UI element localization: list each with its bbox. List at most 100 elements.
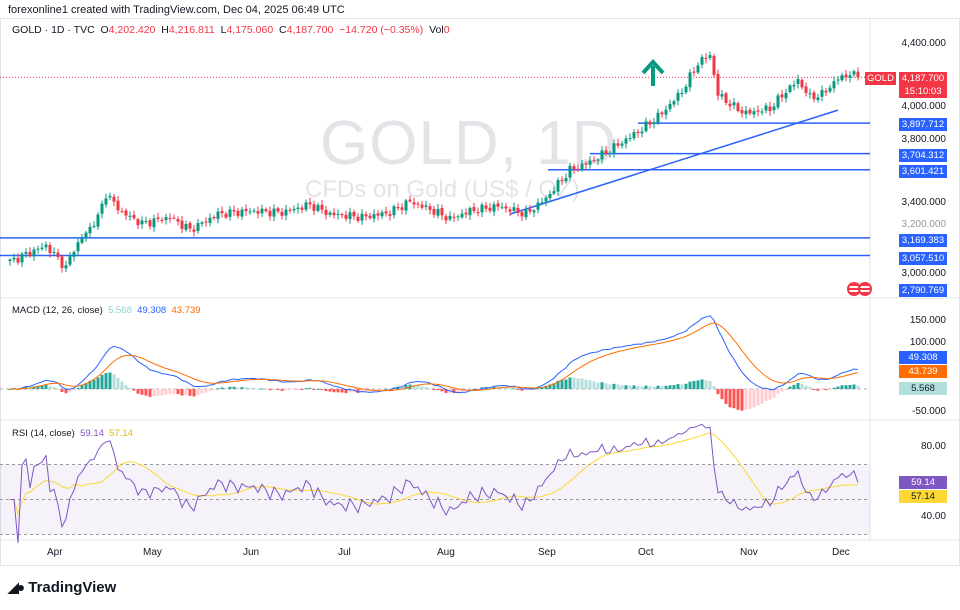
candle — [616, 143, 620, 146]
watermark-subtitle: CFDs on Gold (US$ / OZ) — [305, 176, 580, 203]
macd-histogram-bar — [820, 389, 824, 391]
candle — [152, 218, 156, 228]
level-tag[interactable]: 3,057.510 — [899, 252, 947, 265]
macd-histogram-bar — [564, 379, 568, 389]
candle — [232, 210, 236, 212]
candle — [276, 208, 280, 212]
candle — [552, 191, 556, 194]
candle — [664, 109, 668, 115]
macd-histogram-bar — [280, 389, 284, 391]
tradingview-logo-icon: ◢● — [8, 579, 25, 595]
candle — [484, 205, 488, 209]
macd-histogram-bar — [304, 388, 308, 390]
candle — [32, 249, 36, 257]
trend-line — [509, 109, 839, 215]
rsi-legend[interactable]: RSI (14, close) 59.14 57.14 — [12, 428, 133, 439]
macd-histogram-bar — [268, 389, 272, 391]
candle — [644, 121, 648, 132]
candle — [248, 211, 252, 213]
candle — [844, 74, 848, 78]
macd-histogram-bar — [232, 386, 236, 389]
candle — [416, 203, 420, 205]
macd-histogram-bar — [296, 389, 300, 390]
candle — [684, 86, 688, 93]
rsi-ma-tag: 57.14 — [899, 490, 947, 503]
macd-histogram-bar — [8, 389, 12, 390]
candle — [816, 97, 820, 101]
candle — [496, 203, 500, 207]
macd-histogram-bar — [664, 385, 668, 389]
symbol-info[interactable]: GOLD · 1D · TVC — [12, 24, 95, 36]
macd-histogram-bar — [468, 389, 472, 390]
candle — [228, 209, 232, 217]
macd-histogram-bar — [656, 385, 660, 389]
macd-histogram-bar — [264, 388, 268, 390]
macd-histogram-bar — [724, 389, 728, 404]
macd-histogram-bar — [604, 383, 608, 389]
macd-histogram-bar — [216, 388, 220, 390]
macd-histogram-bar — [728, 389, 732, 408]
candle — [168, 218, 172, 220]
candle — [712, 55, 716, 75]
macd-histogram-bar — [172, 389, 176, 394]
macd-histogram-bar — [848, 385, 852, 389]
macd-histogram-bar — [676, 384, 680, 389]
close-label: C — [279, 24, 287, 36]
candle — [396, 206, 400, 209]
price-axis-label: 4,000.000 — [901, 101, 947, 112]
tradingview-logo[interactable]: ◢● TradingView — [8, 579, 116, 596]
candle — [352, 211, 356, 217]
low-value: 4,175.060 — [226, 24, 274, 36]
candle — [756, 110, 760, 112]
us-flag-events-icon[interactable] — [847, 282, 875, 296]
level-tag[interactable]: 3,169.383 — [899, 234, 947, 247]
chart-canvas[interactable] — [0, 0, 960, 570]
candle — [456, 216, 460, 218]
signal-tag: 43.739 — [899, 365, 947, 378]
macd-histogram-bar — [96, 377, 100, 389]
candle — [208, 217, 212, 223]
macd-histogram-bar — [440, 389, 444, 392]
macd-histogram-bar — [736, 389, 740, 410]
macd-histogram-bar — [112, 374, 116, 389]
candle — [172, 217, 176, 219]
macd-histogram-bar — [148, 389, 152, 397]
macd-histogram-bar — [636, 385, 640, 389]
macd-histogram-bar — [180, 389, 184, 396]
macd-histogram-bar — [372, 389, 376, 391]
macd-histogram-bar — [748, 389, 752, 410]
macd-histogram-bar — [56, 388, 60, 390]
level-tag[interactable]: 3,601.421 — [899, 165, 947, 178]
candle — [24, 252, 28, 254]
macd-histogram-bar — [132, 389, 136, 391]
macd-histogram-bar — [240, 387, 244, 389]
macd-histogram-bar — [432, 389, 436, 391]
candle — [236, 210, 240, 216]
macd-histogram-bar — [228, 386, 232, 389]
candle — [784, 92, 788, 99]
level-tag[interactable]: 3,897.712 — [899, 118, 947, 131]
macd-value: 49.308 — [137, 305, 167, 316]
macd-histogram-bar — [404, 385, 408, 389]
level-tag[interactable]: 3,704.312 — [899, 149, 947, 162]
macd-histogram-bar — [512, 388, 516, 390]
month-label: May — [143, 547, 162, 558]
candle — [144, 221, 148, 223]
candle — [708, 55, 712, 58]
candle — [640, 131, 644, 134]
macd-histogram-bar — [416, 385, 420, 389]
macd-line — [9, 315, 859, 394]
macd-histogram-bar — [784, 389, 788, 390]
candle — [448, 215, 452, 220]
candle — [136, 219, 140, 226]
candle — [848, 75, 852, 79]
candle — [788, 85, 792, 92]
brand-name: TradingView — [28, 579, 117, 596]
macd-histogram-bar — [780, 389, 784, 392]
macd-histogram-bar — [740, 389, 744, 411]
candle — [64, 265, 68, 269]
candle — [140, 220, 144, 225]
macd-legend[interactable]: MACD (12, 26, close) 5.568 49.308 43.739 — [12, 305, 201, 316]
macd-histogram-bar — [732, 389, 736, 409]
macd-histogram-bar — [428, 388, 432, 390]
